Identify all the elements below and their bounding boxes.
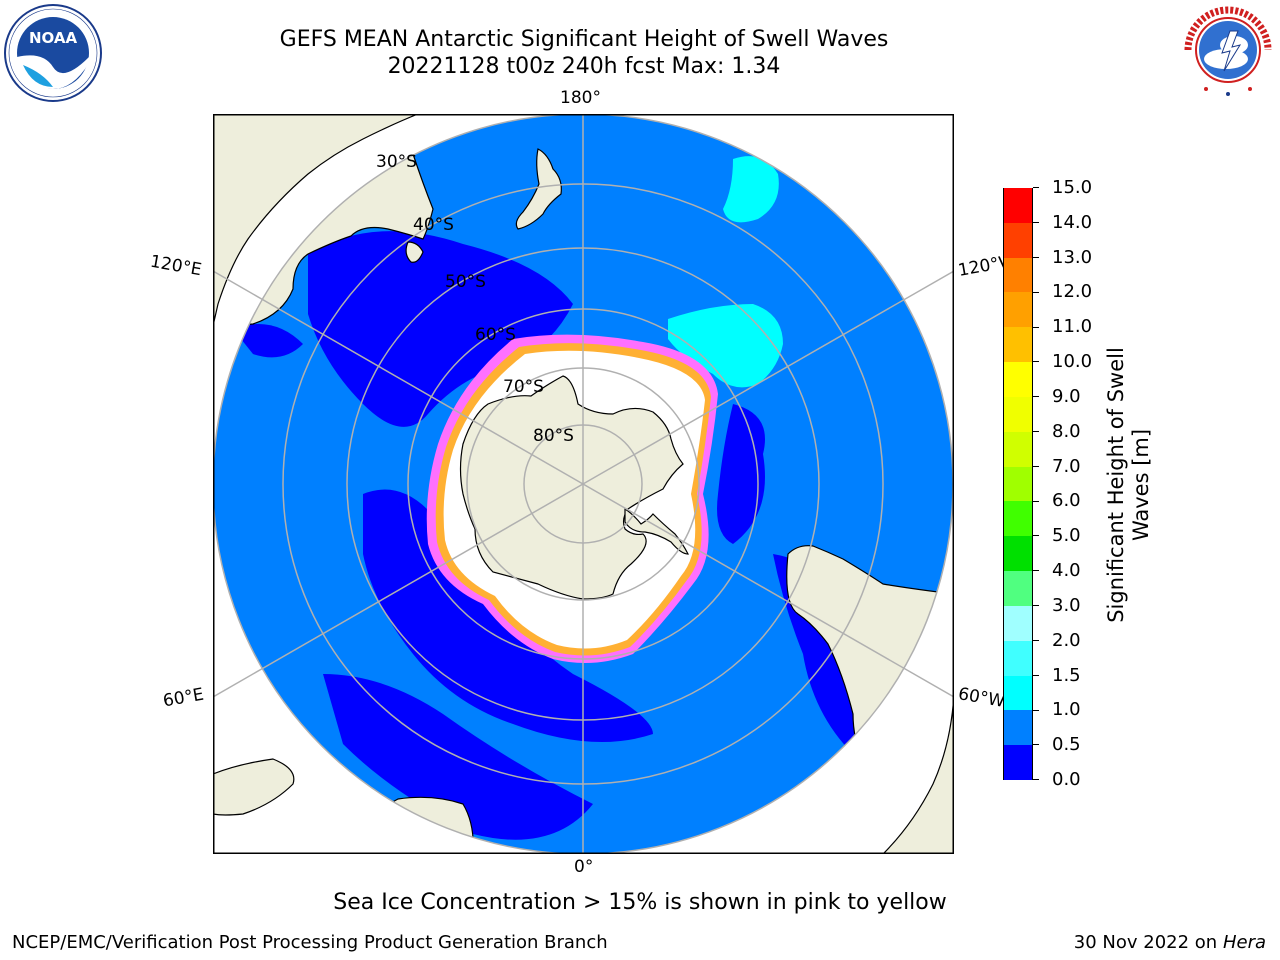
footer-credit: NCEP/EMC/Verification Post Processing Pr…	[12, 932, 608, 953]
lat-label-50s: 50°S	[445, 272, 486, 292]
antarctic-map: 30°S 40°S 50°S 60°S 70°S 80°S	[213, 114, 954, 854]
colorbar-segment	[1004, 709, 1032, 746]
colorbar-tick	[1033, 744, 1039, 746]
colorbar-tick	[1033, 361, 1039, 363]
colorbar-tick	[1033, 535, 1039, 537]
footer-date: 30 Nov 2022 on Hera	[1074, 932, 1266, 953]
nws-logo	[1184, 6, 1272, 96]
map-border	[213, 114, 954, 854]
colorbar-tick-label: 12.0	[1052, 281, 1093, 303]
lon-label-0: 0°	[574, 857, 594, 877]
map-svg: 30°S 40°S 50°S 60°S 70°S 80°S	[213, 114, 954, 854]
colorbar-tick	[1033, 291, 1039, 293]
colorbar-tick	[1033, 465, 1039, 467]
colorbar-tick-label: 10.0	[1052, 351, 1093, 373]
chart-title: GEFS MEAN Antarctic Significant Height o…	[279, 27, 889, 52]
low-swell-zone-west-coast	[233, 324, 303, 358]
colorbar-segment	[1004, 744, 1032, 780]
colorbar-tick-label: 1.5	[1052, 664, 1081, 686]
antarctic-peninsula	[624, 507, 689, 555]
colorbar	[1003, 187, 1033, 780]
colorbar-segment	[1004, 326, 1032, 363]
colorbar-segment	[1004, 222, 1032, 258]
colorbar-tick-label: 5.0	[1052, 525, 1081, 547]
new-zealand	[515, 148, 562, 230]
colorbar-segment	[1004, 570, 1032, 606]
colorbar-tick-label: 3.0	[1052, 594, 1081, 616]
africa-outside	[213, 758, 295, 816]
colorbar-label-line2: Waves [m]	[1129, 428, 1153, 542]
footer-date-text: 30 Nov 2022 on	[1073, 932, 1218, 953]
colorbar-tick-label: 13.0	[1052, 246, 1093, 268]
colorbar-tick-label: 4.0	[1052, 560, 1081, 582]
lat-label-40s: 40°S	[413, 215, 454, 235]
colorbar-tick-label: 15.0	[1052, 177, 1093, 198]
colorbar-tick	[1033, 674, 1039, 676]
lon-label-120e: 120°E	[148, 251, 204, 281]
noaa-logo: NOAA	[4, 4, 102, 102]
lon-label-60e: 60°E	[161, 684, 206, 712]
colorbar-tick	[1033, 639, 1039, 641]
colorbar-segment	[1004, 466, 1032, 502]
lat-label-80s: 80°S	[533, 426, 574, 446]
footer-host: Hera	[1222, 932, 1266, 953]
colorbar-label: Significant Height of Swell Waves [m]	[1104, 347, 1154, 623]
colorbar-segment	[1004, 675, 1032, 711]
lat-label-30s: 30°S	[376, 152, 417, 172]
south-america-outside	[882, 594, 954, 854]
colorbar-tick	[1033, 605, 1039, 607]
colorbar-tick	[1033, 709, 1039, 711]
antarctica	[459, 375, 684, 600]
low-swell-zone-west	[308, 231, 573, 427]
colorbar-tick-label: 6.0	[1052, 490, 1081, 512]
swell-patch-pacific	[668, 304, 783, 388]
australia-outside	[213, 114, 419, 327]
chart-subtitle: 20221128 t00z 240h fcst Max: 1.34	[387, 54, 781, 79]
swell-patch-north	[723, 156, 779, 223]
lon-label-180: 180°	[560, 88, 601, 108]
colorbar-tick	[1033, 570, 1039, 572]
colorbar-tick	[1033, 187, 1039, 189]
colorbar-tick	[1033, 396, 1039, 398]
colorbar-tick	[1033, 779, 1039, 781]
colorbar-segment	[1004, 605, 1032, 641]
colorbar-tick-label: 9.0	[1052, 385, 1081, 407]
colorbar-segment	[1004, 396, 1032, 432]
colorbar-tick-label: 14.0	[1052, 211, 1093, 233]
noaa-text: NOAA	[29, 29, 78, 47]
colorbar-tick-label: 11.0	[1052, 316, 1093, 338]
colorbar-segment	[1004, 187, 1032, 223]
colorbar-tick	[1033, 500, 1039, 502]
colorbar-segment	[1004, 535, 1032, 572]
colorbar-segment	[1004, 500, 1032, 537]
colorbar-tick-label: 0.0	[1052, 769, 1081, 790]
tasmania	[405, 241, 424, 263]
lat-label-60s: 60°S	[475, 325, 516, 345]
colorbar-tick-label: 0.5	[1052, 734, 1081, 756]
colorbar-segment	[1004, 291, 1032, 328]
sea-ice-footnote: Sea Ice Concentration > 15% is shown in …	[333, 890, 947, 915]
colorbar-tick	[1033, 326, 1039, 328]
colorbar-tick-label: 8.0	[1052, 420, 1081, 442]
colorbar-segment	[1004, 640, 1032, 676]
colorbar-segment	[1004, 361, 1032, 397]
longitude-gridlines	[213, 114, 954, 854]
colorbar-tick-label: 7.0	[1052, 455, 1081, 477]
colorbar-tick	[1033, 222, 1039, 224]
low-swell-zone-east	[717, 404, 765, 544]
colorbar-segment	[1004, 257, 1032, 293]
lat-label-70s: 70°S	[503, 377, 544, 397]
lon-label-60w: 60°W	[956, 684, 1007, 712]
colorbar-label-line1: Significant Height of Swell	[1104, 347, 1128, 623]
colorbar-tick	[1033, 431, 1039, 432]
colorbar-segment	[1004, 431, 1032, 467]
colorbar-tick	[1033, 256, 1039, 258]
colorbar-tick-label: 2.0	[1052, 629, 1081, 651]
colorbar-tick-label: 1.0	[1052, 699, 1081, 721]
